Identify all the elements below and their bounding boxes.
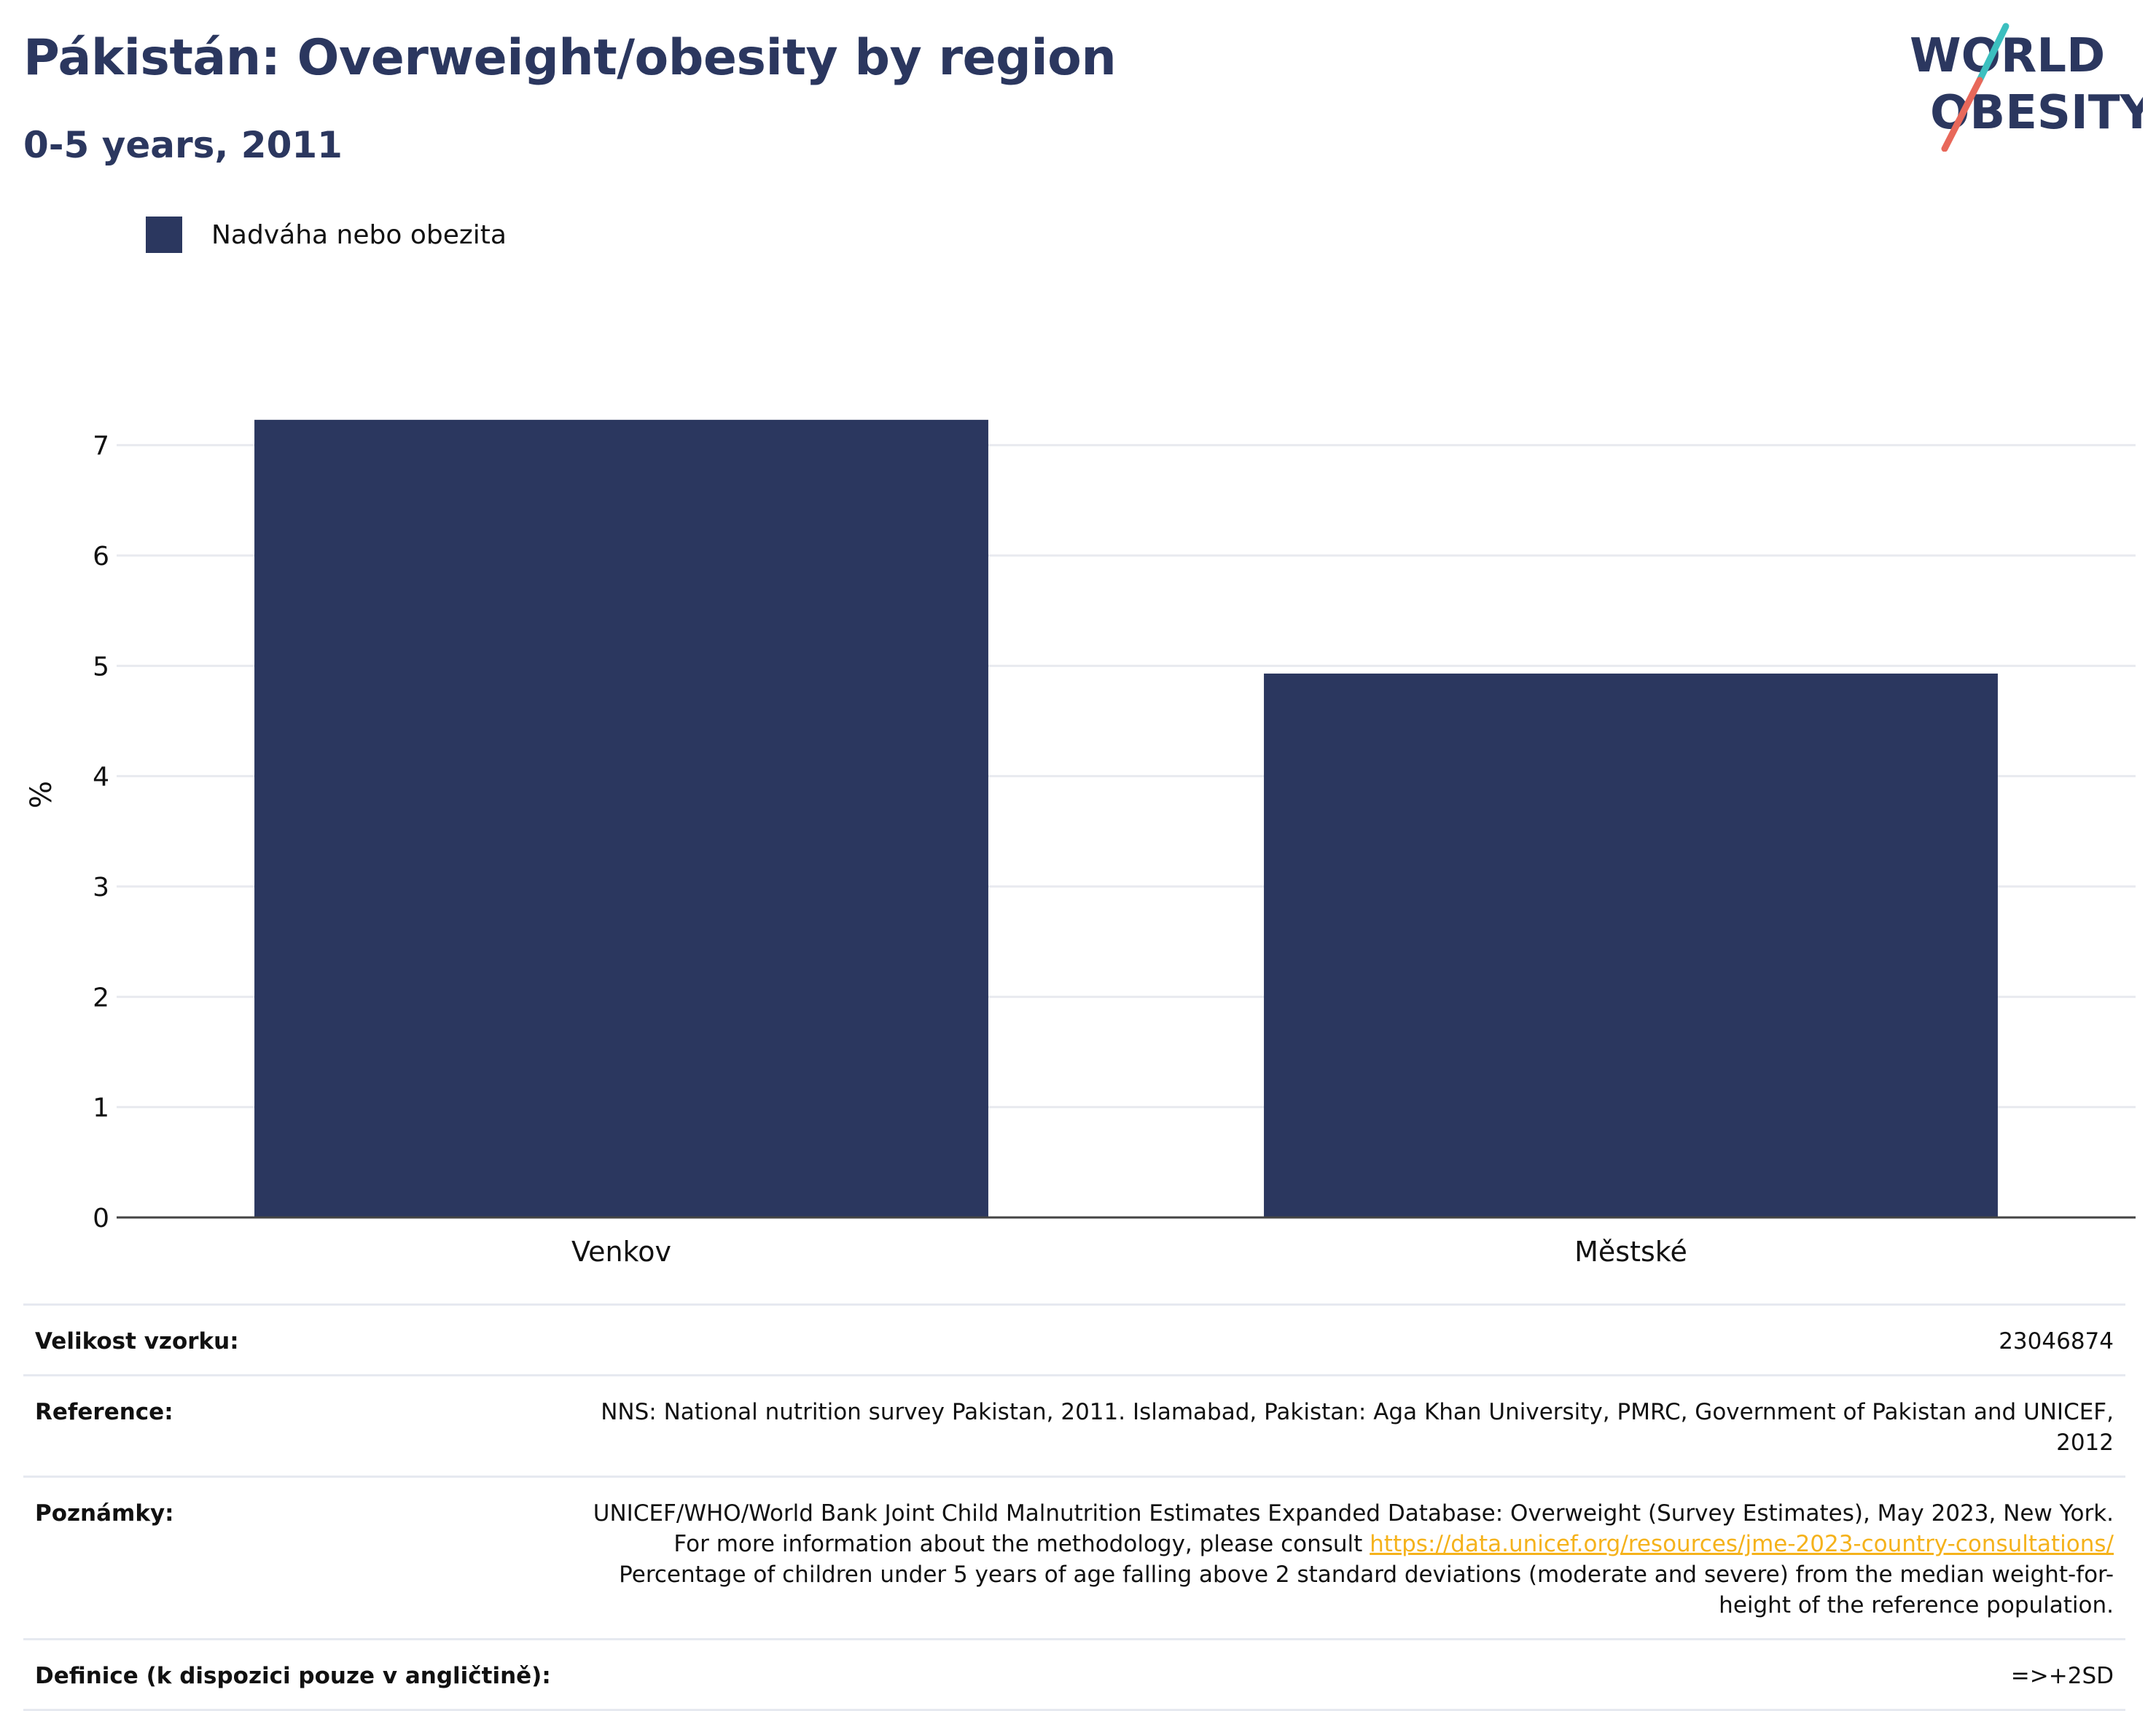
info-table: Velikost vzorku: 23046874 Reference: NNS… — [23, 1303, 2125, 1711]
reference-label: Reference: — [35, 1399, 173, 1425]
logo-text-world: WORLD — [1910, 29, 2105, 83]
bars — [254, 419, 1998, 1217]
bar-2 — [1264, 673, 1998, 1217]
y-tick-label: 7 — [93, 432, 109, 461]
bar-1 — [254, 419, 988, 1217]
sample-size-value: 23046874 — [1999, 1328, 2114, 1355]
y-tick-label: 4 — [93, 763, 109, 792]
chart-title: Pákistán: Overweight/obesity by region — [23, 29, 1117, 87]
y-axis-title: % — [25, 781, 58, 808]
notes-link[interactable]: https://data.unicef.org/resources/jme-20… — [1370, 1531, 2114, 1557]
chart-subtitle: 0-5 years, 2011 — [23, 124, 343, 166]
notes-value: UNICEF/WHO/World Bank Joint Child Malnut… — [589, 1498, 2114, 1621]
definition-value: =>+2SD — [2010, 1663, 2114, 1689]
y-tick-label: 3 — [93, 873, 109, 903]
info-row-reference: Reference: NNS: National nutrition surve… — [23, 1374, 2125, 1476]
category-labels: Venkov Městské — [571, 1236, 1687, 1268]
y-tick-labels: 0 1 2 3 4 5 6 7 — [93, 432, 109, 1233]
y-tick-label: 2 — [93, 983, 109, 1013]
world-obesity-logo: WORLD OBESITY — [1910, 23, 2143, 152]
info-row-notes: Poznámky: UNICEF/WHO/World Bank Joint Ch… — [23, 1476, 2125, 1638]
notes-label: Poznámky: — [35, 1500, 174, 1527]
y-tick-label: 5 — [93, 652, 109, 682]
info-row-definition: Definice (k dispozici pouze v angličtině… — [23, 1638, 2125, 1711]
logo-slash-coral — [1941, 77, 1983, 152]
category-label: Městské — [1574, 1236, 1687, 1268]
sample-size-label: Velikost vzorku: — [35, 1328, 239, 1355]
y-tick-label: 0 — [93, 1204, 109, 1233]
legend-swatch — [146, 217, 182, 253]
y-tick-label: 6 — [93, 542, 109, 572]
legend-label: Nadváha nebo obezita — [211, 219, 507, 250]
reference-value: NNS: National nutrition survey Pakistan,… — [601, 1399, 2114, 1456]
legend: Nadváha nebo obezita — [146, 216, 507, 254]
bar-chart: 0 1 2 3 4 5 6 7 Venkov Městské % — [25, 419, 2136, 1268]
category-label: Venkov — [571, 1236, 671, 1268]
notes-text-2: Percentage of children under 5 years of … — [619, 1562, 2114, 1618]
logo-slash-teal — [1976, 23, 2009, 84]
info-row-sample-size: Velikost vzorku: 23046874 — [23, 1303, 2125, 1374]
notes-text-1: UNICEF/WHO/World Bank Joint Child Malnut… — [593, 1500, 2114, 1557]
definition-label: Definice (k dispozici pouze v angličtině… — [35, 1663, 551, 1689]
y-tick-label: 1 — [93, 1094, 109, 1123]
